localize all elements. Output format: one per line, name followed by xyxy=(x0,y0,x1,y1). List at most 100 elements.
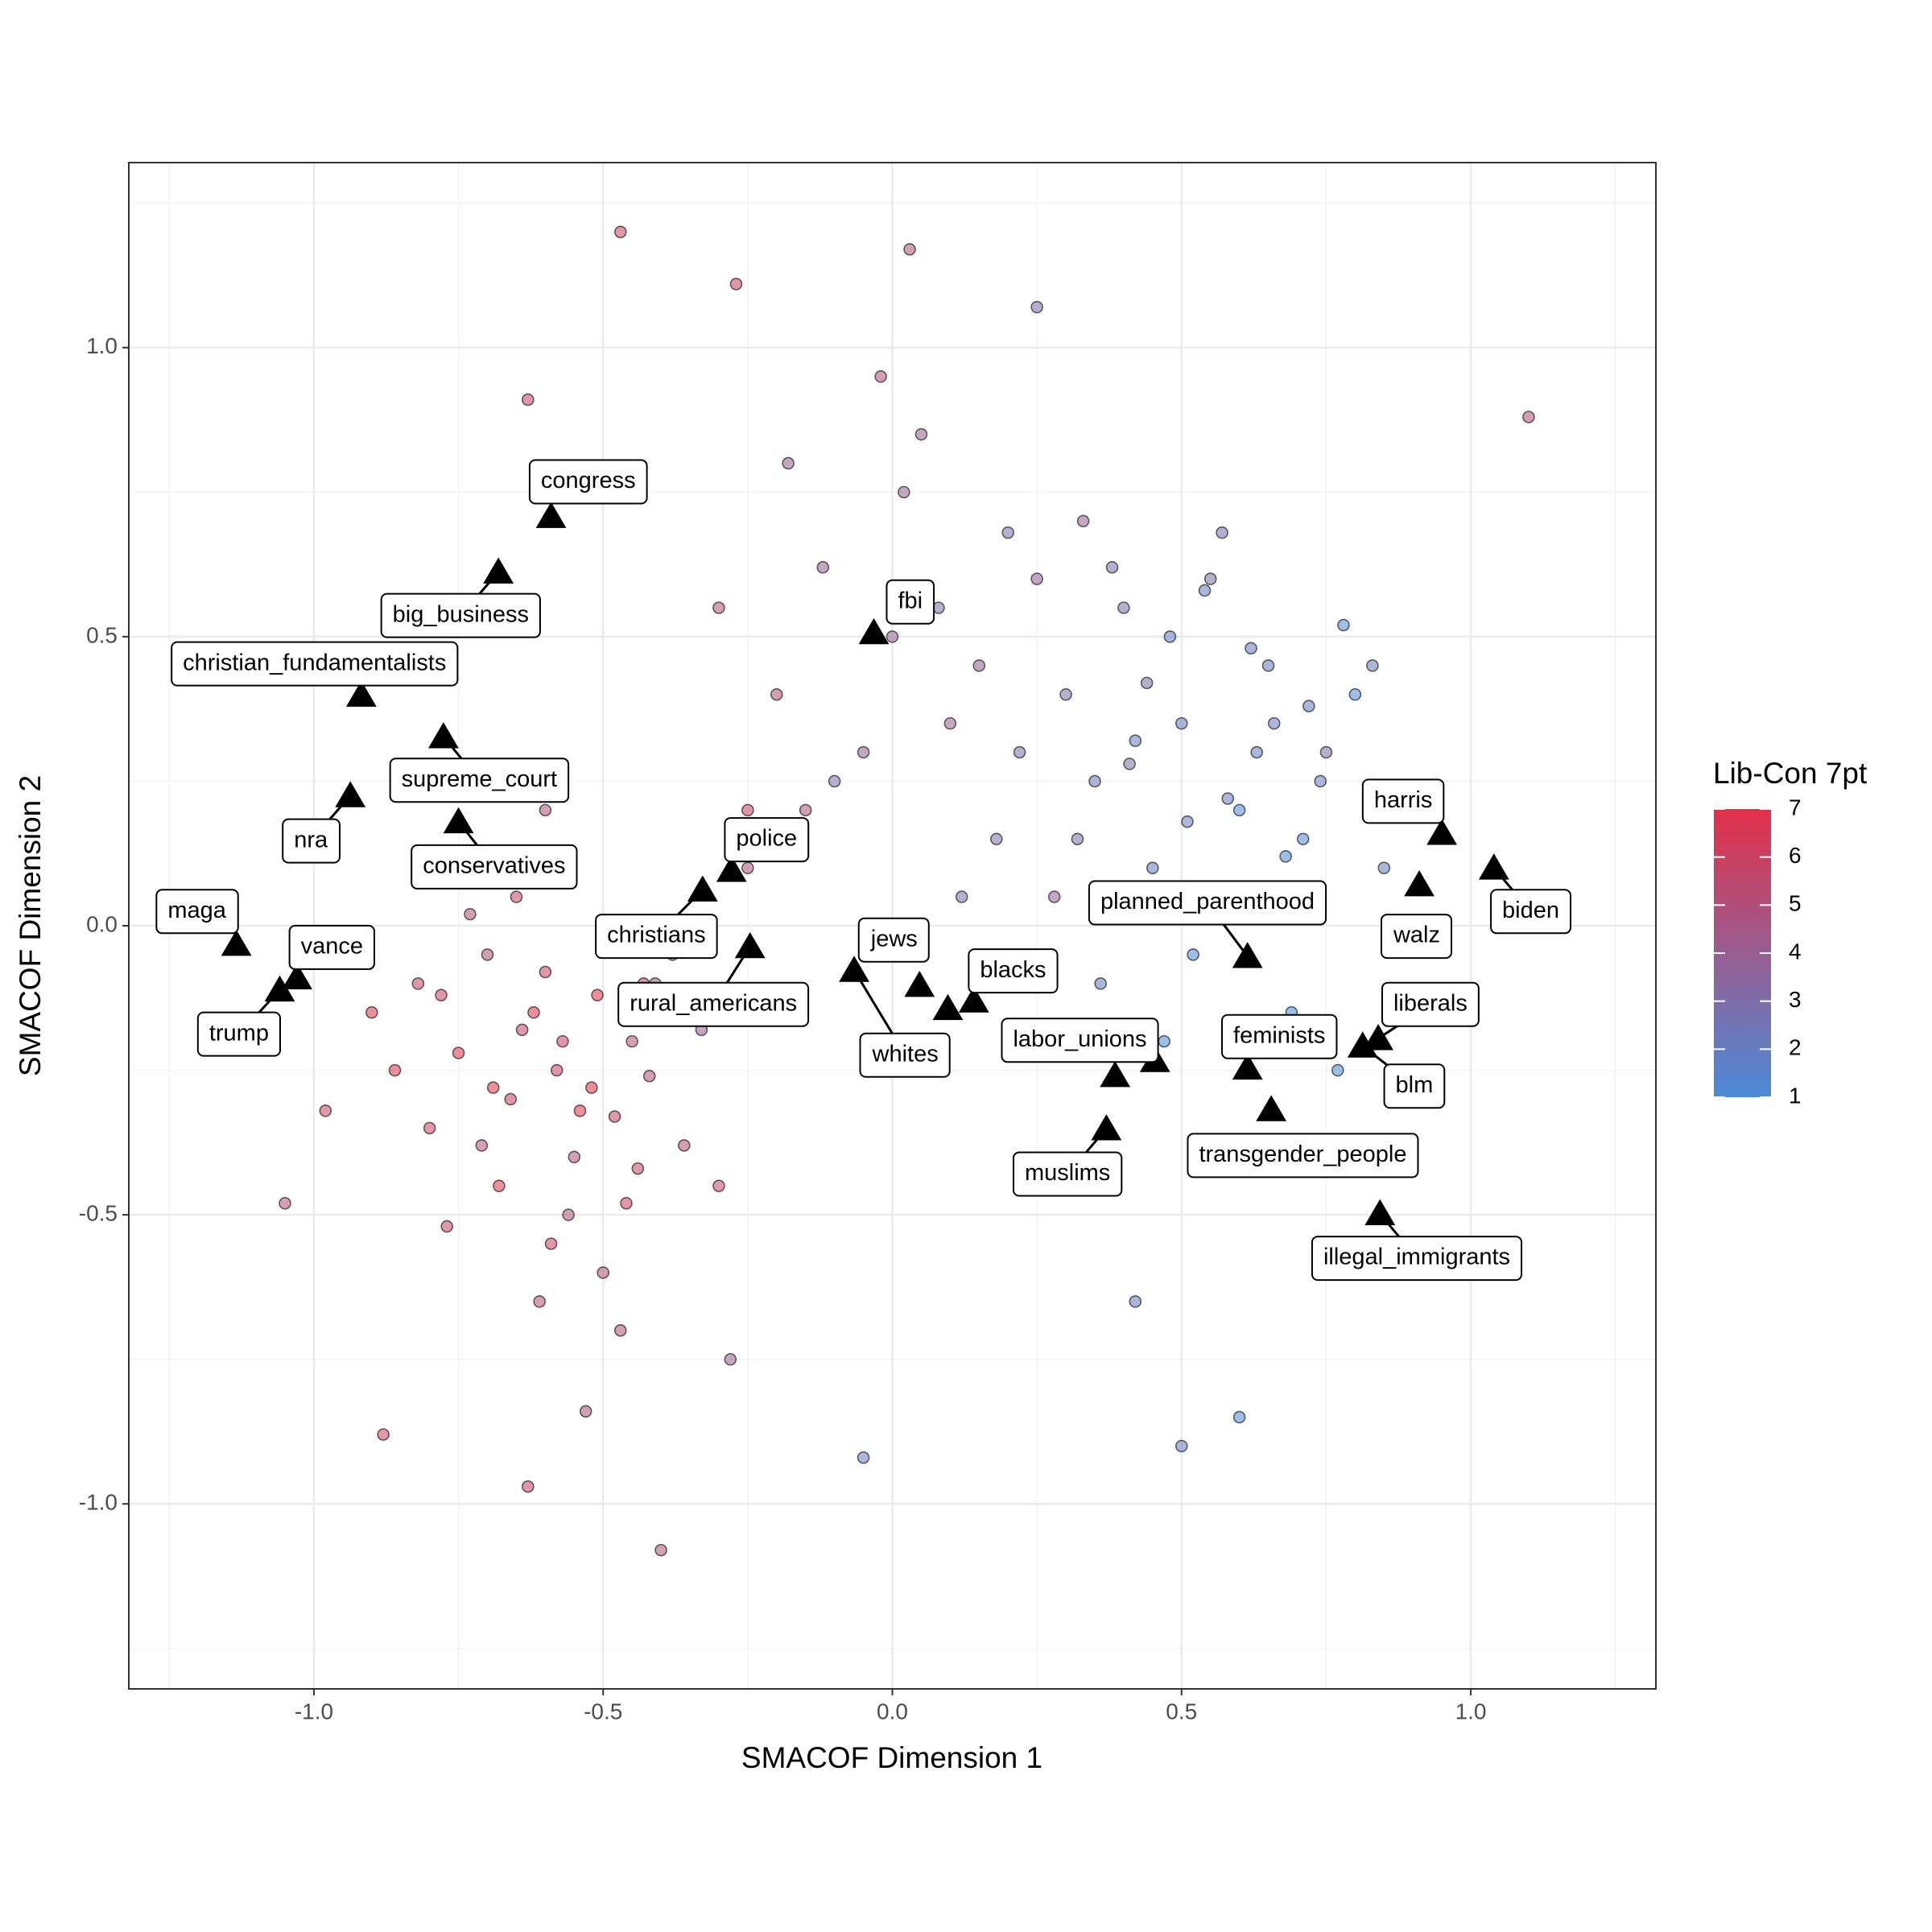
point xyxy=(464,907,477,921)
point xyxy=(1076,514,1090,528)
point xyxy=(1187,948,1199,961)
point xyxy=(1319,745,1333,759)
landmark-label: supreme_court xyxy=(402,766,557,792)
point xyxy=(712,1179,725,1192)
point xyxy=(1331,1063,1344,1077)
colorbar-label: 6 xyxy=(1789,843,1802,868)
point xyxy=(1129,1295,1142,1308)
point xyxy=(1105,560,1119,574)
label-box xyxy=(528,459,648,505)
point xyxy=(1071,832,1084,846)
point xyxy=(1348,687,1362,701)
point xyxy=(556,1034,569,1048)
landmark-label: transgender_people xyxy=(1199,1141,1406,1167)
label-box xyxy=(288,924,376,970)
label-box xyxy=(857,917,930,963)
landmark xyxy=(1478,853,1509,880)
label-box xyxy=(859,1032,951,1078)
landmark xyxy=(687,875,718,902)
point xyxy=(481,948,494,961)
y-tick-label: 1.0 xyxy=(86,333,118,358)
point xyxy=(886,630,899,643)
point xyxy=(1203,572,1217,585)
point xyxy=(1250,745,1263,759)
point xyxy=(816,560,830,574)
point xyxy=(493,1179,506,1192)
landmark xyxy=(1232,1053,1263,1080)
point xyxy=(1522,411,1535,423)
landmark-label: trump xyxy=(209,1020,269,1046)
point xyxy=(475,1139,489,1152)
point xyxy=(1198,584,1212,597)
point xyxy=(914,427,928,441)
landmark-label: maga xyxy=(167,898,226,923)
colorbar-label: 2 xyxy=(1789,1035,1802,1060)
landmark-label: muslims xyxy=(1025,1160,1110,1186)
point xyxy=(613,225,627,238)
point xyxy=(319,1104,332,1117)
landmark xyxy=(1364,1199,1396,1226)
label-box xyxy=(171,641,459,687)
point xyxy=(608,1110,621,1123)
y-tick-label: 0.5 xyxy=(86,622,118,647)
landmark xyxy=(221,929,252,956)
landmark xyxy=(904,970,935,997)
point xyxy=(1030,572,1043,585)
point xyxy=(990,832,1003,846)
point xyxy=(1094,977,1107,990)
point xyxy=(741,861,754,874)
label-box xyxy=(1383,1063,1446,1109)
landmark xyxy=(1404,870,1435,897)
colorbar-label: 4 xyxy=(1789,939,1802,964)
point xyxy=(724,1352,737,1366)
landmark-label: vance xyxy=(301,934,363,960)
point xyxy=(1296,832,1310,846)
point xyxy=(550,1063,564,1077)
point xyxy=(782,456,795,470)
point xyxy=(1302,700,1315,712)
point xyxy=(799,803,812,817)
point xyxy=(504,1092,518,1106)
landmark-label: conservatives xyxy=(423,853,565,879)
landmark-label: blm xyxy=(1396,1072,1434,1098)
point xyxy=(1013,745,1026,759)
point xyxy=(365,1005,378,1019)
landmark-label: big_business xyxy=(393,601,529,627)
label-box xyxy=(1187,1133,1419,1179)
point xyxy=(1337,618,1350,632)
point xyxy=(903,242,916,256)
point xyxy=(1146,861,1159,874)
landmark xyxy=(932,993,964,1021)
landmark-label: liberals xyxy=(1393,990,1468,1016)
colorbar-label: 3 xyxy=(1789,987,1802,1012)
point xyxy=(654,1543,667,1557)
point xyxy=(857,745,870,759)
landmark xyxy=(716,856,747,882)
point xyxy=(527,1005,540,1019)
point xyxy=(486,1081,500,1094)
point xyxy=(591,989,604,1001)
point xyxy=(388,1063,402,1077)
point xyxy=(1366,659,1379,672)
point xyxy=(440,1220,454,1233)
point xyxy=(631,1162,645,1175)
label-box xyxy=(595,914,718,960)
point xyxy=(620,1196,633,1210)
point xyxy=(943,716,957,730)
label-box xyxy=(196,1011,281,1057)
point xyxy=(857,1451,870,1464)
point xyxy=(1088,774,1101,788)
landmark-label: christian_fundamentalists xyxy=(183,650,446,675)
landmark xyxy=(1100,1061,1131,1088)
y-tick-label: 0.0 xyxy=(86,911,118,936)
point xyxy=(1059,687,1072,701)
label-box xyxy=(1381,981,1480,1027)
point xyxy=(1221,792,1235,805)
point xyxy=(539,803,552,817)
landmark-label: police xyxy=(736,826,797,852)
point xyxy=(515,1023,529,1037)
label-box xyxy=(1380,914,1453,960)
point xyxy=(874,369,887,383)
point xyxy=(1163,630,1177,643)
landmark xyxy=(443,807,474,834)
